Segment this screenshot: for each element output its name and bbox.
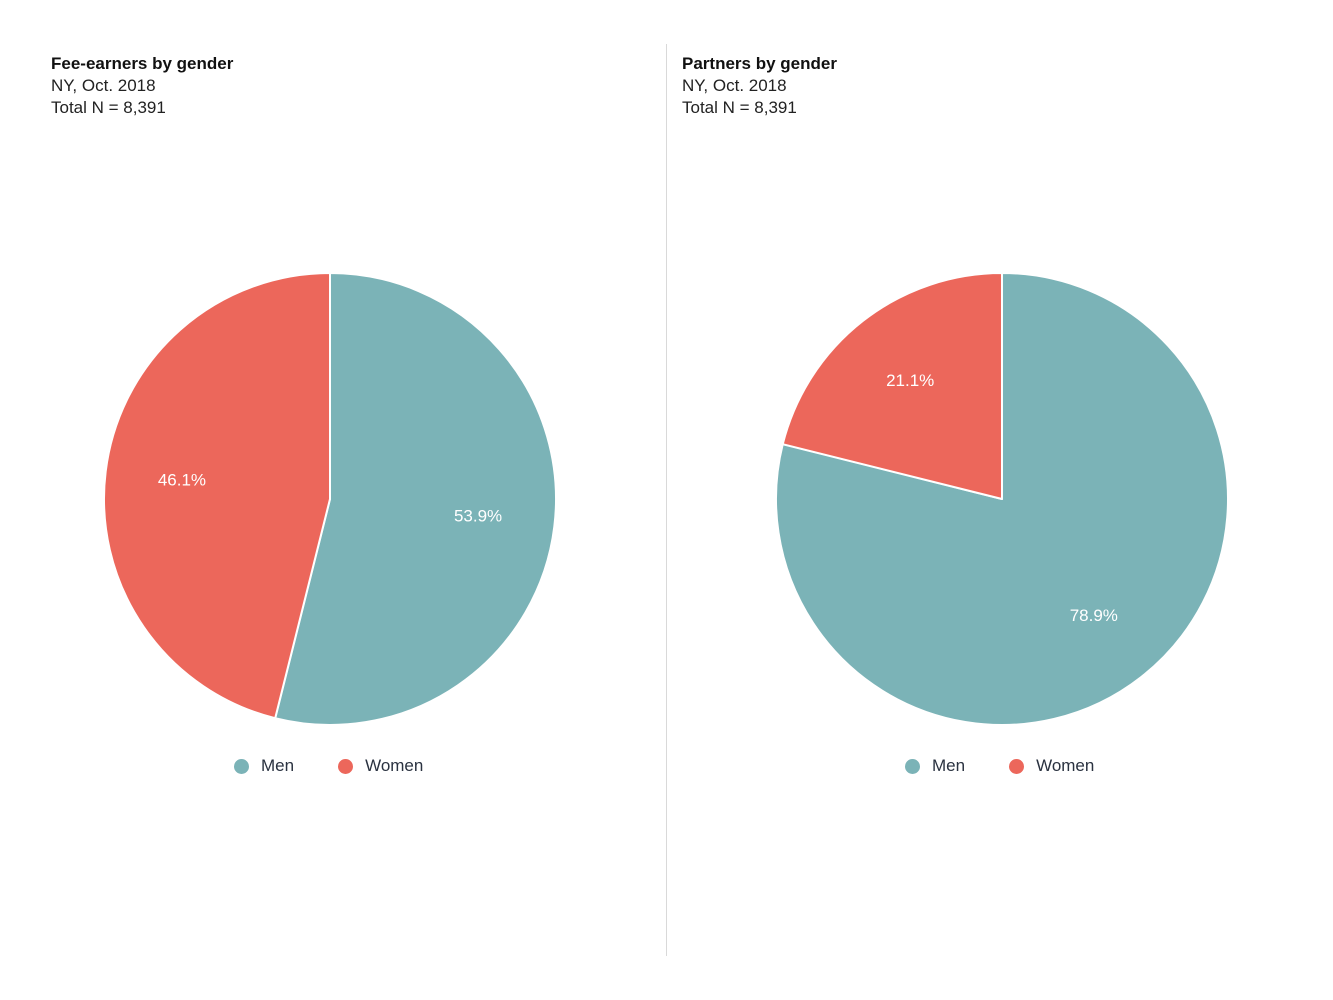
legend-dot-men [234,758,249,774]
chart-panel-partners: Partners by gender NY, Oct. 2018 Total N… [667,0,1333,1000]
pie-chart: 78.9% 21.1% [775,272,1229,726]
chart-total: Total N = 8,391 [51,98,166,117]
legend-dot-men [905,758,920,774]
chart-legend: Men Women [905,754,1094,778]
chart-header: Fee-earners by gender NY, Oct. 2018 Tota… [51,53,233,119]
slice-label-women: 21.1% [886,371,934,390]
pie-slice-men[interactable] [274,272,557,726]
chart-subtitle: NY, Oct. 2018 [51,76,156,95]
slice-label-men: 53.9% [454,507,502,526]
pie-slice-women[interactable] [781,272,1003,500]
chart-panel-fee-earners: Fee-earners by gender NY, Oct. 2018 Tota… [0,0,666,1000]
chart-title: Fee-earners by gender [51,54,234,73]
chart-title: Partners by gender [682,54,837,73]
chart-total: Total N = 8,391 [682,98,797,117]
slice-label-women: 46.1% [158,470,206,489]
legend-label-men: Men [261,756,295,775]
legend-label-men: Men [932,756,966,775]
panel-divider [666,44,667,956]
slice-label-men: 78.9% [1070,606,1118,625]
legend-label-women: Women [365,756,424,775]
pie-slice-women[interactable] [103,272,331,720]
chart-header: Partners by gender NY, Oct. 2018 Total N… [682,53,837,119]
legend-item-men[interactable]: Men [234,756,294,776]
legend-dot-women [338,758,354,774]
legend-item-women[interactable]: Women [1009,756,1094,776]
legend-label-women: Women [1036,756,1095,775]
chart-legend: Men Women [234,754,423,778]
legend-item-men[interactable]: Men [905,756,965,776]
legend-item-women[interactable]: Women [338,756,423,776]
pie-chart: 53.9% 46.1% [103,272,557,726]
chart-subtitle: NY, Oct. 2018 [682,76,787,95]
legend-dot-women [1009,758,1025,774]
